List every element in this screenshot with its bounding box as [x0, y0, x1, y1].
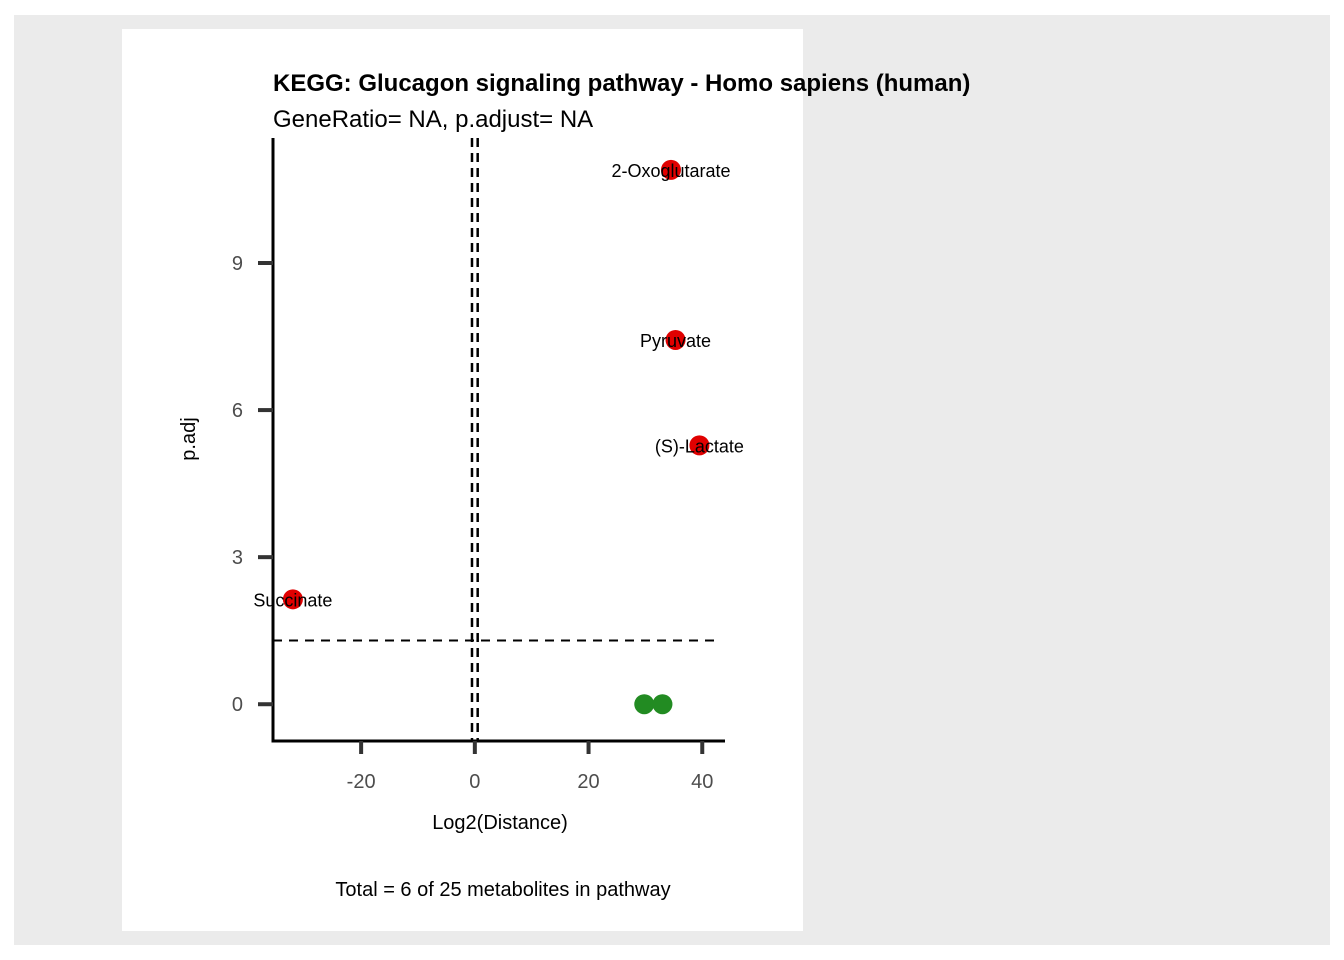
y-tick-label: 9 — [232, 253, 243, 275]
y-tick-label: 3 — [232, 547, 243, 569]
data-point — [634, 694, 655, 715]
x-tick-label: 40 — [691, 771, 713, 793]
x-axis-title: Log2(Distance) — [432, 812, 568, 834]
y-axis-title: p.adj — [178, 417, 200, 460]
chart-subtitle: GeneRatio= NA, p.adjust= NA — [273, 106, 593, 133]
axes — [271, 138, 725, 743]
point-label: Succinate — [253, 590, 332, 610]
x-tick-label: -20 — [347, 771, 376, 793]
x-tick-label: 20 — [577, 771, 599, 793]
data-point — [282, 589, 303, 610]
data-point — [665, 329, 686, 350]
y-tick-label: 0 — [232, 694, 243, 716]
chart-title: KEGG: Glucagon signaling pathway - Homo … — [273, 70, 970, 97]
point-label: (S)-Lactate — [655, 436, 744, 456]
y-tick-label: 6 — [232, 400, 243, 422]
data-point — [689, 435, 710, 456]
chart-caption: Total = 6 of 25 metabolites in pathway — [335, 879, 670, 901]
plot-panel — [122, 29, 803, 931]
x-tick-label: 0 — [469, 771, 480, 793]
point-label: Pyruvate — [640, 331, 711, 351]
data-points — [282, 159, 710, 715]
reference-lines — [273, 138, 719, 741]
data-point — [652, 694, 673, 715]
data-point — [660, 159, 681, 180]
axis-ticks: -20 0 20 40 0 3 6 9 — [232, 253, 714, 793]
point-labels: 2-Oxoglutarate Pyruvate (S)-Lactate Succina… — [253, 161, 744, 610]
point-label: 2-Oxoglutarate — [611, 161, 730, 181]
